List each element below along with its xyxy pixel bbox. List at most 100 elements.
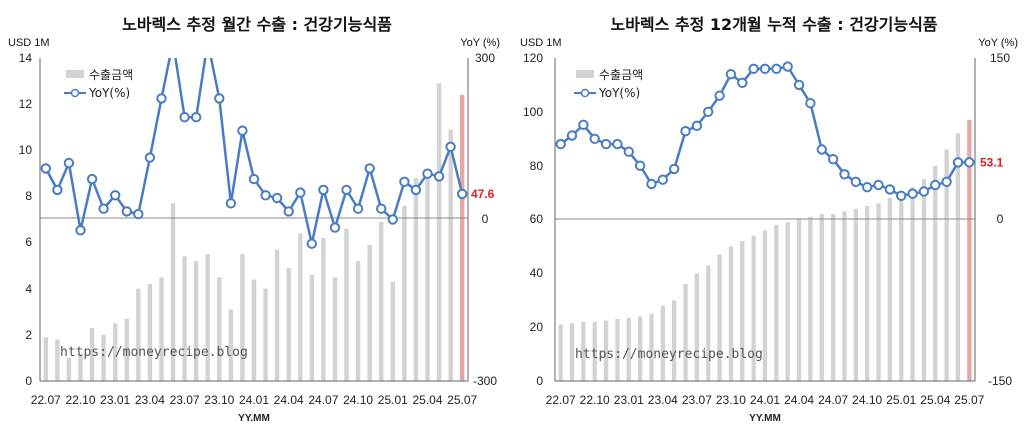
watermark: https://moneyrecipe.blog: [60, 345, 248, 360]
x-axis-label: YY.MM: [749, 413, 781, 424]
yoy-point: [566, 130, 578, 141]
left-axis-unit: USD 1M: [520, 37, 562, 49]
x-tick-label: 24.10: [343, 393, 373, 407]
y-tick-label: -150: [988, 374, 1012, 388]
x-tick-label: 25.01: [378, 393, 408, 407]
bar: [124, 318, 129, 381]
x-tick-label: 24.07: [308, 393, 338, 407]
yoy-point: [179, 112, 190, 123]
bar: [390, 281, 395, 381]
x-tick-label: 24.10: [852, 393, 882, 407]
bar: [717, 254, 722, 381]
y-tick-label: 6: [25, 235, 32, 249]
line-clip-group: [40, 58, 468, 249]
yoy-point: [75, 225, 86, 236]
yoy-point: [433, 171, 445, 182]
line-clip-group: [555, 61, 975, 202]
x-tick-label: 24.01: [239, 393, 269, 407]
yoy-point: [191, 112, 202, 123]
bar: [694, 273, 699, 381]
yoy-point: [884, 184, 896, 195]
legend: 수출금액 YoY(%): [574, 68, 643, 100]
yoy-point: [634, 160, 646, 171]
yoy-point: [329, 222, 341, 233]
bar: [808, 216, 813, 381]
yoy-point: [52, 184, 63, 196]
bar: [205, 254, 210, 381]
legend-label: YoY(%): [598, 86, 640, 100]
yoy-point: [248, 173, 260, 185]
yoy-point: [86, 173, 98, 185]
bar: [933, 165, 938, 381]
left-y-ticks: 14 12 10 8 6 4 2 0: [19, 51, 33, 388]
yoy-point: [930, 179, 941, 191]
bar: [321, 238, 326, 381]
legend-label: 수출금액: [89, 68, 133, 82]
x-tick-label: 25.04: [920, 393, 950, 407]
bar: [344, 228, 349, 381]
yoy-point: [156, 93, 167, 104]
left-axis-unit: USD 1M: [8, 37, 50, 49]
y-tick-label: 60: [530, 212, 544, 226]
bar: [367, 244, 372, 381]
x-tick-label: 23.04: [648, 393, 678, 407]
x-tick-label: 25.01: [886, 393, 916, 407]
y-tick-label: 4: [25, 282, 32, 296]
last-value-label: 47.6: [471, 187, 495, 201]
x-tick-label: 22.07: [31, 393, 61, 407]
x-tick-label: 25.07: [954, 393, 984, 407]
bar: [263, 288, 268, 381]
bar: [569, 323, 575, 381]
cumulative-export-chart: 노바렉스 추정 12개월 누적 수출 : 건강기능식품 USD 1M YoY (…: [520, 15, 1018, 424]
bar: [309, 274, 314, 381]
yoy-point: [410, 184, 422, 196]
yoy-point: [669, 163, 680, 175]
x-tick-label: 22.10: [65, 393, 95, 407]
bar: [649, 313, 654, 381]
yoy-point: [445, 141, 456, 153]
x-tick-label: 25.07: [447, 393, 477, 407]
bar: [921, 179, 927, 381]
x-tick-label: 25.04: [412, 393, 442, 407]
last-value-label: 53.1: [980, 155, 1004, 169]
yoy-point: [214, 93, 225, 104]
bar: [706, 265, 711, 381]
bar: [240, 254, 245, 381]
bar: [101, 334, 106, 381]
y-tick-label: 100: [523, 105, 543, 119]
x-tick-label: 22.10: [580, 393, 610, 407]
yoy-point: [805, 98, 816, 109]
bar: [751, 235, 756, 381]
yoy-point: [144, 152, 156, 163]
y-tick-label: 300: [475, 51, 495, 65]
x-tick-label: 23.07: [682, 393, 712, 407]
yoy-point: [737, 77, 748, 89]
yoy-point: [352, 203, 364, 214]
x-axis-label: YY.MM: [238, 413, 270, 424]
bar: [615, 319, 620, 381]
yoy-point: [98, 203, 109, 214]
bar: [762, 230, 768, 381]
legend-bar-swatch: [66, 70, 84, 78]
bar: [592, 321, 597, 381]
yoy-point: [771, 63, 782, 75]
yoy-point: [578, 119, 589, 131]
bar: [43, 337, 48, 381]
y-tick-label: 12: [19, 97, 33, 111]
yoy-point: [341, 184, 352, 196]
bar: [413, 178, 419, 381]
bar: [819, 214, 824, 381]
y-tick-label: 14: [19, 51, 33, 65]
legend-marker: [70, 88, 80, 98]
y-tick-label: 10: [19, 143, 33, 157]
bar: [853, 208, 858, 381]
yoy-point: [691, 120, 703, 132]
bar: [910, 187, 915, 381]
yoy-point: [225, 198, 237, 209]
bar: [626, 317, 631, 381]
yoy-point: [40, 163, 51, 174]
x-tick-label: 24.01: [750, 393, 780, 407]
bar: [740, 241, 745, 381]
yoy-point: [839, 169, 850, 180]
x-tick-label: 24.04: [784, 393, 814, 407]
